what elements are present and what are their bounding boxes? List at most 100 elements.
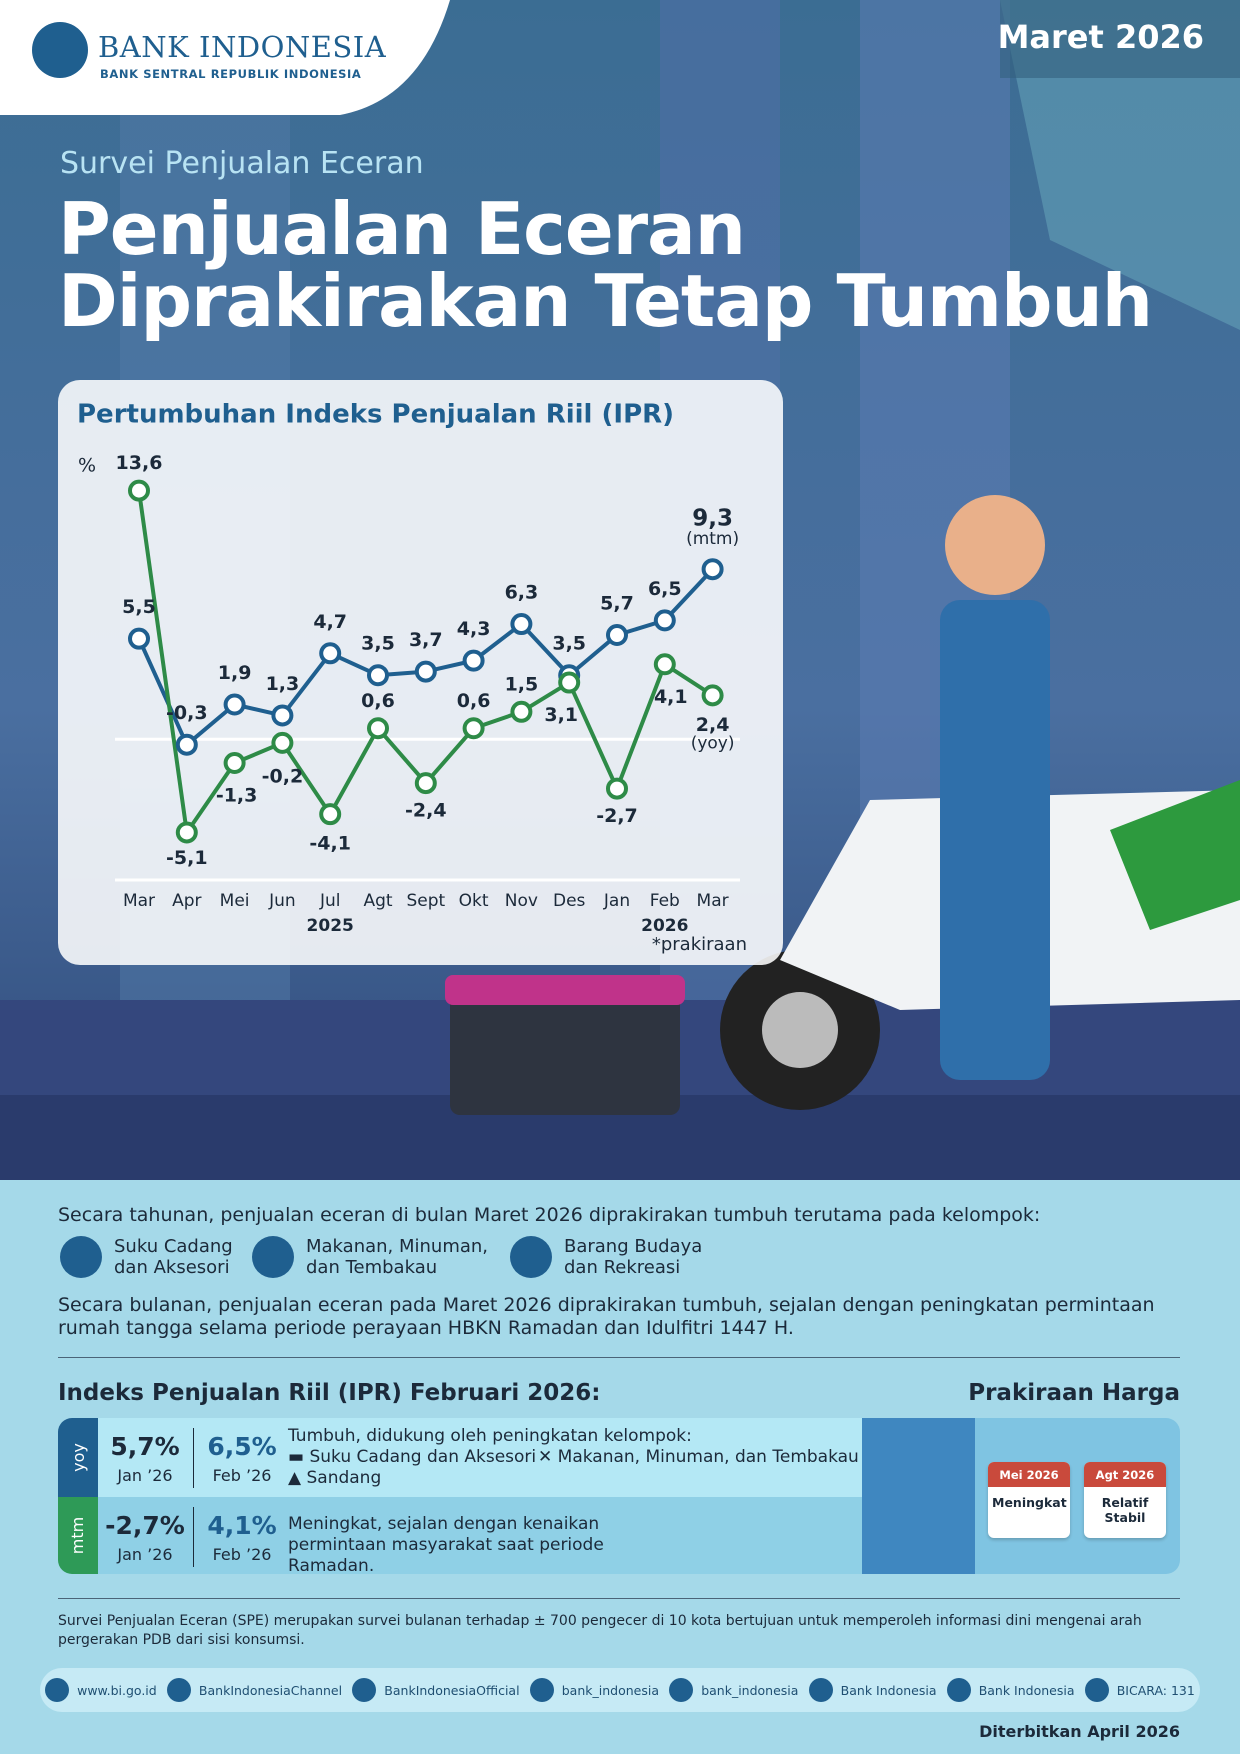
- social-icon: [808, 1678, 833, 1702]
- group-label: Barang Budaya dan Rekreasi: [564, 1236, 703, 1278]
- value-label: 13,6: [116, 452, 163, 474]
- point: [271, 731, 294, 754]
- social-label: BankIndonesiaOfficial: [384, 1682, 520, 1698]
- forecast-panel: Mei 2026 Meningkat Agt 2026 Relatif Stabil: [862, 1418, 1180, 1574]
- social-icon: [946, 1678, 971, 1702]
- footnote: Survei Penjualan Eceran (SPE) merupakan …: [58, 1613, 1142, 1648]
- value-label: 3,5: [361, 633, 395, 655]
- chart: Pertumbuhan Indeks Penjualan Riil (IPR) …: [77, 400, 747, 956]
- group: Suku Cadang dan Aksesori: [60, 1236, 233, 1278]
- value-label: 0,6: [361, 690, 395, 712]
- value-label: 5,7: [600, 593, 634, 615]
- value-label: 4,7: [313, 611, 347, 633]
- forecast-card: Agt 2026 Relatif Stabil: [1084, 1462, 1166, 1538]
- chart-title: Pertumbuhan Indeks Penjualan Riil (IPR): [77, 400, 674, 430]
- scooter-panel: [1110, 780, 1240, 930]
- social-item[interactable]: bank_indonesia: [669, 1678, 798, 1702]
- x-tick-label: Apr: [172, 891, 201, 911]
- social-icon: [1084, 1678, 1109, 1702]
- group-icon: [252, 1236, 294, 1278]
- group-label: Suku Cadang dan Aksesori: [114, 1236, 233, 1278]
- chart-note: *prakiraan: [652, 934, 747, 955]
- value-label: 1,9: [218, 662, 252, 684]
- series-name: (mtm): [686, 529, 739, 549]
- social-item[interactable]: bank_indonesia: [529, 1678, 659, 1702]
- summary-intro: Secara tahunan, penjualan eceran di bula…: [58, 1204, 1041, 1226]
- x-tick-label: Nov: [505, 891, 538, 911]
- point: [462, 649, 485, 672]
- scooter-hub: [762, 992, 838, 1068]
- period: Feb ’26: [212, 1466, 272, 1485]
- point: [128, 627, 150, 650]
- social-item[interactable]: BankIndonesiaOfficial: [352, 1678, 520, 1702]
- social-item[interactable]: www.bi.go.id: [45, 1678, 157, 1702]
- kicker: Survei Penjualan Eceran: [60, 146, 424, 181]
- toolbox: [450, 980, 680, 1115]
- separator: [193, 1428, 194, 1488]
- social-icon: [352, 1678, 377, 1702]
- social-icon: [669, 1678, 694, 1702]
- row-item: ▬ Suku Cadang dan Aksesori: [288, 1447, 537, 1467]
- logo-mark: [32, 22, 88, 78]
- section-title: Indeks Penjualan Riil (IPR) Februari 202…: [58, 1380, 601, 1406]
- value: 6,5%: [207, 1432, 277, 1461]
- social-label: Bank Indonesia: [978, 1682, 1075, 1698]
- value-label: 3,7: [409, 629, 443, 651]
- point: [128, 479, 150, 502]
- social-item[interactable]: Bank Indonesia: [946, 1678, 1075, 1702]
- group-icon: [510, 1236, 552, 1278]
- shelf-illustration: [862, 1418, 975, 1574]
- point: [319, 803, 342, 826]
- point: [653, 609, 676, 632]
- row-tag: yoy: [58, 1418, 98, 1497]
- ipr-row: mtm -2,7% Jan ’26 4,1% Feb ’26 Meningkat…: [58, 1497, 862, 1576]
- x-tick-label: Mar: [123, 891, 155, 911]
- prev-period: Jan ’26: [117, 1545, 173, 1564]
- card-period: Agt 2026: [1084, 1462, 1166, 1487]
- mechanic-head: [945, 495, 1045, 595]
- divider: [58, 1357, 1180, 1358]
- social-item[interactable]: BICARA: 131: [1084, 1678, 1195, 1702]
- prev-value: 5,7%: [110, 1432, 180, 1461]
- toolbox-lid: [445, 975, 685, 1005]
- social-icon: [529, 1678, 554, 1702]
- window: [1000, 0, 1240, 330]
- value-label: 9,3: [692, 506, 733, 532]
- social-icon: [166, 1678, 191, 1702]
- point: [653, 653, 676, 676]
- ipr-row: yoy 5,7% Jan ’26 6,5% Feb ’26 Tumbuh, di…: [58, 1418, 862, 1497]
- point: [175, 821, 198, 844]
- point: [558, 671, 581, 694]
- social-bar: www.bi.go.id BankIndonesiaChannel BankIndo…: [40, 1668, 1200, 1712]
- point: [701, 684, 724, 707]
- period: Feb ’26: [212, 1545, 272, 1564]
- card-status: Meningkat: [992, 1495, 1067, 1510]
- published: Diterbitkan April 2026: [979, 1722, 1180, 1741]
- social-item[interactable]: BankIndonesiaChannel: [166, 1678, 342, 1702]
- value-label: 4,1: [654, 686, 688, 708]
- social-item[interactable]: Bank Indonesia: [808, 1678, 937, 1702]
- value-label: 0,6: [457, 690, 491, 712]
- point: [606, 777, 628, 800]
- point: [367, 664, 389, 687]
- point: [367, 717, 389, 740]
- point: [510, 613, 533, 636]
- logo-subtitle: BANK SENTRAL REPUBLIK INDONESIA: [100, 67, 362, 81]
- point: [510, 700, 533, 723]
- row-item-text: Sandang: [306, 1468, 382, 1488]
- section-title: Prakiraan Harga: [968, 1380, 1180, 1406]
- point: [271, 704, 294, 727]
- value-label: 6,5: [648, 578, 682, 600]
- social-label: bank_indonesia: [561, 1682, 659, 1698]
- x-tick-label: Mar: [697, 891, 729, 911]
- card-status: Relatif Stabil: [1101, 1495, 1149, 1525]
- social-label: Bank Indonesia: [840, 1682, 937, 1698]
- point: [319, 642, 342, 665]
- value-label: 2,4: [696, 714, 730, 736]
- point: [175, 733, 198, 756]
- point: [462, 717, 485, 740]
- value-label: 3,5: [552, 633, 586, 655]
- date: Maret 2026: [997, 18, 1204, 56]
- group-label: Makanan, Minuman, dan Tembakau: [306, 1236, 489, 1278]
- date-panel: [1000, 0, 1240, 78]
